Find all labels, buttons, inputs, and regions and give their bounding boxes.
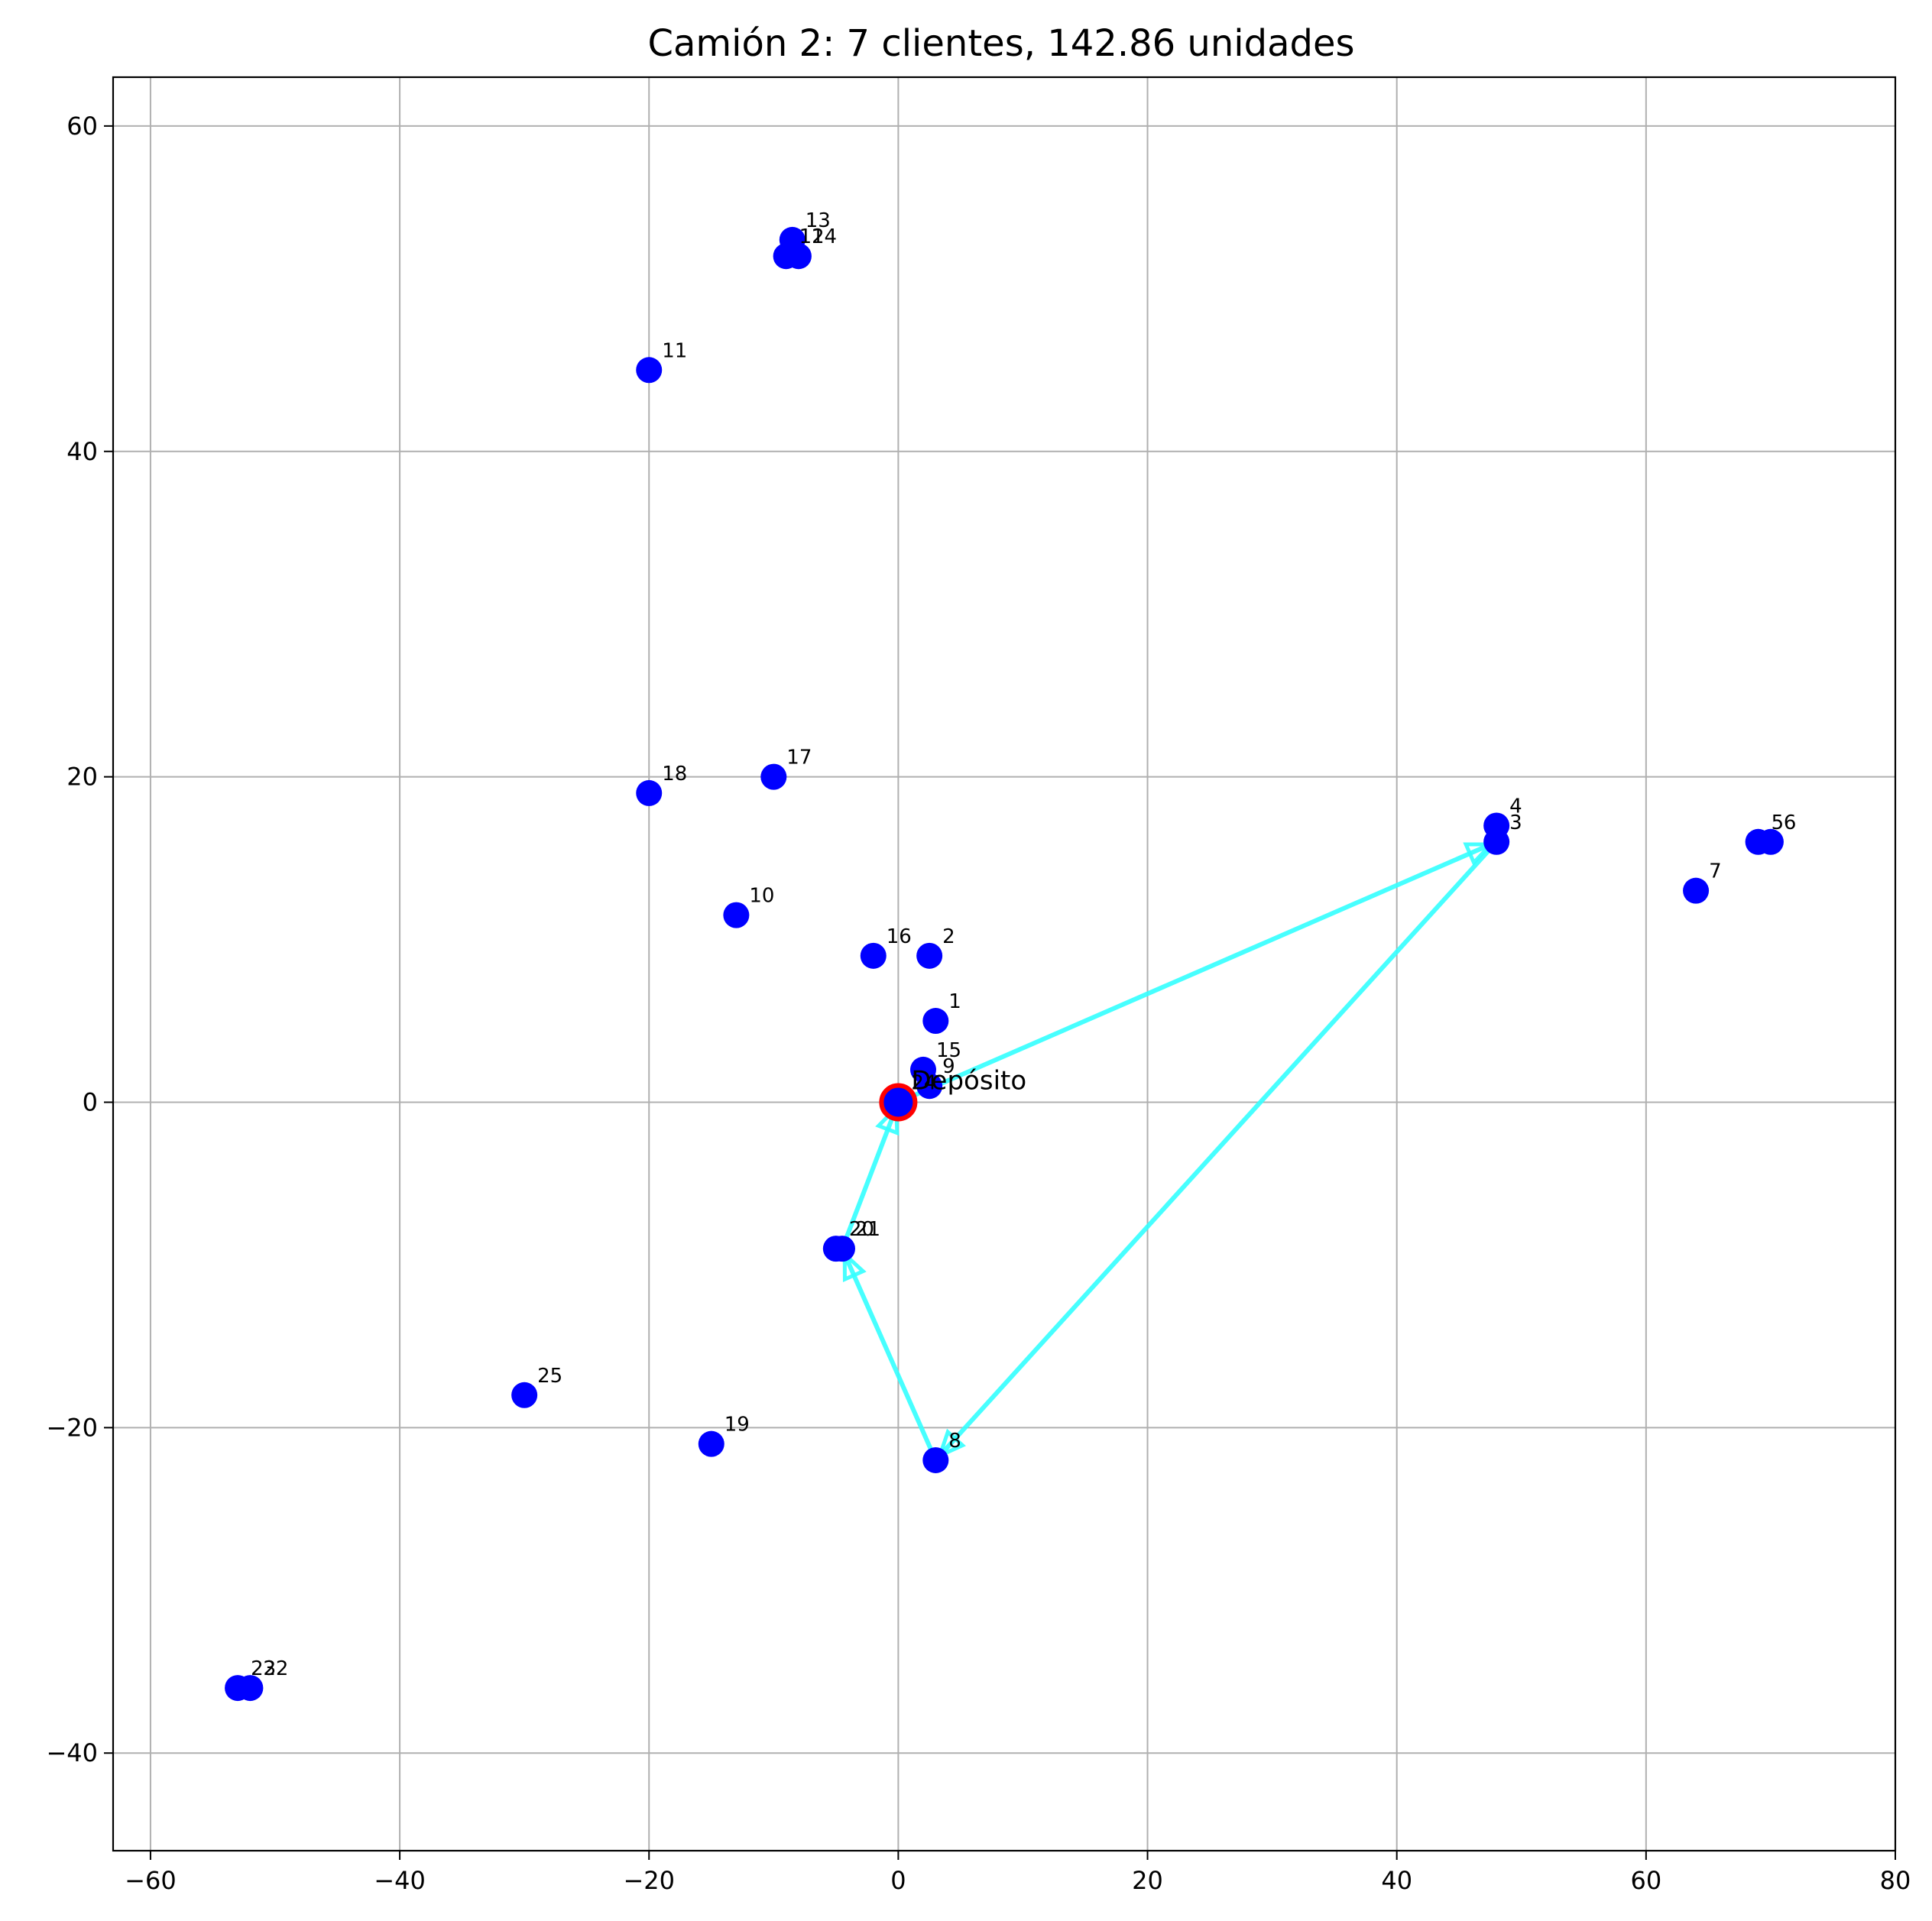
customer-point [225, 1675, 251, 1702]
customer-label: 5 [1772, 811, 1785, 834]
customer-label: 1 [948, 990, 961, 1013]
y-tick-label: −40 [46, 1738, 98, 1767]
x-tick-label: 40 [1381, 1866, 1412, 1895]
customer-point [760, 763, 787, 790]
route-arrowhead [1463, 842, 1496, 867]
customer-point [916, 942, 943, 969]
customer-label: 8 [948, 1430, 961, 1453]
customer-label: 19 [724, 1414, 750, 1437]
customer-label: 15 [936, 1039, 961, 1062]
route-arrowhead [842, 1249, 867, 1282]
customer-point [1483, 812, 1510, 839]
customer-point [511, 1382, 538, 1408]
customer-point [785, 243, 812, 270]
grid [113, 77, 1896, 1851]
customer-label: 22 [263, 1657, 288, 1680]
y-tick-label: 20 [66, 763, 98, 792]
y-tick-label: 60 [66, 112, 98, 141]
route [840, 840, 1499, 1462]
customer-points [225, 226, 1784, 1702]
customer-label: 2 [942, 925, 955, 948]
route-segment [897, 842, 1493, 1105]
y-tick-label: 40 [66, 437, 98, 466]
customer-point [860, 942, 887, 969]
customer-label: 10 [749, 885, 774, 908]
customer-point [636, 779, 663, 806]
customer-label: 11 [662, 339, 687, 362]
customer-point [723, 902, 750, 928]
route-arrowhead [936, 1428, 966, 1459]
customer-label: 25 [537, 1365, 562, 1388]
customer-label: 21 [855, 1218, 880, 1241]
x-tick-label: −40 [374, 1866, 426, 1895]
x-tick-label: 0 [890, 1866, 906, 1895]
route-segment [840, 1106, 899, 1250]
customer-point [698, 1430, 724, 1457]
y-tick-label: 0 [83, 1087, 98, 1116]
customer-label: 14 [812, 225, 837, 248]
x-tick-label: 60 [1630, 1866, 1661, 1895]
x-tick-label: 20 [1132, 1866, 1163, 1895]
customer-label: 24 [911, 1071, 936, 1094]
customer-point [1757, 828, 1784, 855]
customer-label: 4 [1509, 795, 1522, 818]
customer-label: 16 [887, 925, 912, 948]
route-segment [938, 840, 1499, 1458]
x-tick-label: −20 [623, 1866, 675, 1895]
customer-label: 13 [806, 209, 831, 232]
customer-label: 7 [1709, 860, 1722, 883]
plot-frame [112, 76, 1897, 1852]
x-tick-label: 80 [1880, 1866, 1911, 1895]
customer-point [922, 1008, 949, 1035]
customer-label: 6 [1784, 811, 1797, 834]
axis-ticks: −60 −40 −20 0 20 40 60 80 −40 −20 0 20 40 60 [46, 112, 1911, 1895]
y-tick-label: −20 [46, 1413, 98, 1442]
customer-label: 3 [1509, 811, 1522, 834]
customer-point [829, 1236, 855, 1262]
customer-point [636, 357, 663, 384]
customer-label: 20 [849, 1218, 874, 1241]
customer-label: 23 [251, 1657, 276, 1680]
customer-label: 12 [799, 225, 825, 248]
customer-point [910, 1056, 936, 1083]
customer-label: 17 [786, 747, 812, 769]
customer-point [1683, 877, 1710, 904]
customer-label: 18 [662, 763, 687, 786]
chart-title: Camión 2: 7 clientes, 142.86 unidades [647, 22, 1354, 65]
customer-label: 9 [942, 1055, 955, 1078]
depot-label: Depósito [911, 1065, 1026, 1096]
depot-marker [879, 1083, 918, 1122]
route-segment [842, 1253, 938, 1462]
customer-point [922, 1446, 949, 1473]
x-tick-label: −60 [125, 1866, 177, 1895]
